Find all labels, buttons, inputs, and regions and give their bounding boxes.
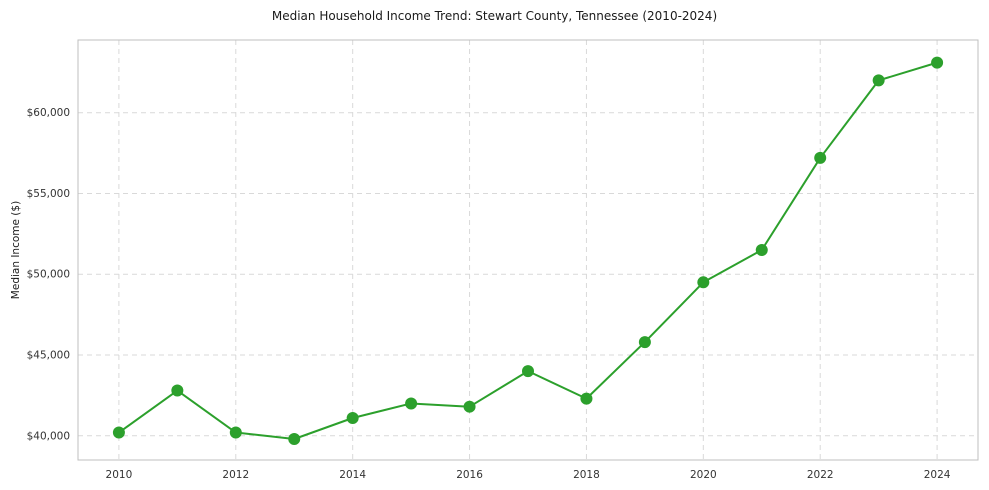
data-point-marker <box>638 336 651 349</box>
x-tick-label: 2010 <box>106 469 133 481</box>
x-tick-label: 2018 <box>573 469 600 481</box>
x-tick-label: 2012 <box>222 469 249 481</box>
data-point-marker <box>112 426 125 439</box>
chart-title: Median Household Income Trend: Stewart C… <box>271 9 718 23</box>
data-point-marker <box>814 151 827 164</box>
data-point-marker <box>463 400 476 413</box>
plot-border <box>77 39 979 461</box>
x-tick-label: 2022 <box>807 469 834 481</box>
data-point-marker <box>580 392 593 405</box>
data-point-marker <box>872 74 885 87</box>
x-tick-label: 2014 <box>339 469 366 481</box>
data-point-marker <box>755 244 768 256</box>
x-tick-label: 2020 <box>690 469 717 481</box>
trend-line <box>117 61 939 440</box>
data-point-marker <box>522 365 534 378</box>
data-point-marker <box>229 426 242 439</box>
y-tick-label: $40,000 <box>27 430 70 442</box>
data-point-marker <box>405 397 418 410</box>
data-point-marker <box>346 412 359 424</box>
data-point-marker <box>288 433 301 445</box>
y-tick-label: $60,000 <box>27 107 70 119</box>
y-tick-label: $50,000 <box>27 269 70 281</box>
y-tick-label: $45,000 <box>27 350 70 362</box>
y-tick-label: $55,000 <box>27 188 70 200</box>
data-point-marker <box>697 276 710 289</box>
data-point-marker <box>931 56 944 69</box>
data-point-marker <box>171 384 184 397</box>
x-tick-label: 2016 <box>456 469 483 481</box>
x-tick-label: 2024 <box>924 469 951 481</box>
